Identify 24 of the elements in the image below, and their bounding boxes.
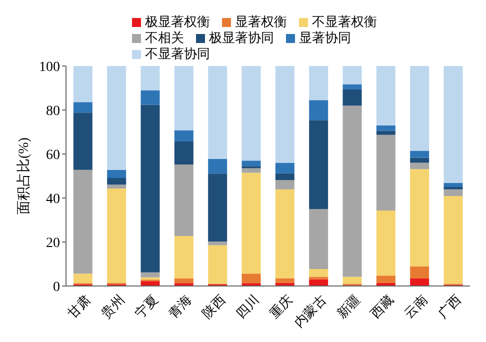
x-tick-label: 新疆 bbox=[334, 292, 363, 322]
x-tick-label: 四川 bbox=[232, 292, 262, 322]
legend-label: 显著协同 bbox=[298, 30, 351, 46]
y-tick-label: 100 bbox=[39, 60, 60, 75]
x-tick-label: 青海 bbox=[165, 292, 194, 322]
y-tick-label: 80 bbox=[46, 104, 60, 119]
x-tick-label: 云南 bbox=[401, 292, 430, 322]
legend-label: 不显著协同 bbox=[144, 46, 210, 62]
legend-label: 不显著权衡 bbox=[311, 14, 377, 30]
x-tick-label: 广西 bbox=[434, 292, 464, 322]
y-axis-title: 面积占比(%) bbox=[16, 137, 32, 214]
legend-label: 不相关 bbox=[144, 30, 184, 46]
x-tick-label: 贵州 bbox=[98, 292, 128, 322]
y-tick-label: 60 bbox=[46, 148, 60, 163]
y-tick-label: 20 bbox=[46, 236, 60, 251]
legend-label: 极显著权衡 bbox=[144, 14, 210, 30]
x-tick-label: 宁夏 bbox=[132, 292, 161, 322]
y-tick-label: 40 bbox=[46, 192, 60, 207]
x-tick-label: 甘肃 bbox=[64, 292, 94, 322]
x-tick-label: 西藏 bbox=[367, 292, 396, 322]
y-tick-label: 0 bbox=[53, 280, 60, 295]
legend-label: 显著权衡 bbox=[234, 14, 287, 30]
legend-label: 极显著协同 bbox=[208, 30, 274, 46]
x-tick-label: 陕西 bbox=[199, 292, 228, 322]
